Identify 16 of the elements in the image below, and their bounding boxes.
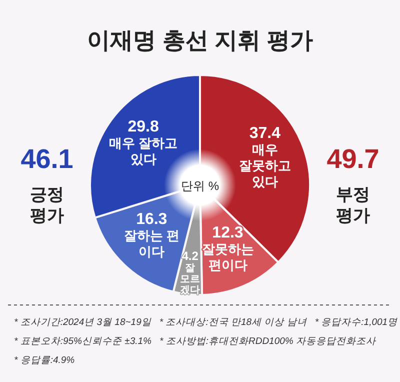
text: * 응답자수:1,001명	[314, 317, 398, 328]
text: * 표본오차:95%신뢰수준 ±3.1%	[14, 336, 152, 347]
text: * 응답률:4.9%	[14, 355, 76, 366]
text: 49.7	[326, 144, 380, 174]
text: 46.1	[20, 144, 74, 174]
text: * 조사대상:전국 만18세 이상 남녀	[159, 317, 307, 328]
text: 부정 평가	[336, 185, 370, 225]
text: 단위 %	[180, 179, 220, 193]
slice-label: 29.8 매우 잘하고 있다	[108, 118, 178, 166]
slice-label: 37.4 매우 잘못하고 있다	[238, 124, 291, 189]
chart-title: 이재명 총선 지휘 평가	[86, 27, 314, 53]
text: * 조사방법:휴대전화RDD100% 자동응답전화조사	[160, 336, 377, 347]
slice-label: 12.3 잘못하는 편이다	[202, 224, 254, 273]
text: 긍정 평가	[30, 185, 64, 225]
text: * 조사기간:2024년 3월 18~19일	[14, 317, 152, 328]
slice-label: 16.3 잘하는 편 이다	[124, 211, 180, 260]
